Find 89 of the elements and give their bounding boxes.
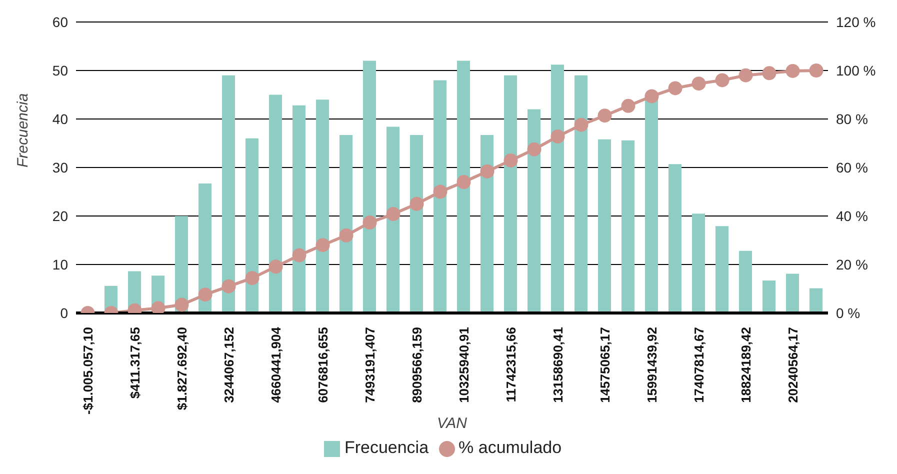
y-tick-label: 50 <box>52 62 68 78</box>
point <box>362 216 377 230</box>
point <box>480 164 494 178</box>
bar <box>340 135 352 313</box>
bar <box>292 105 306 313</box>
y2-tick-label: 60 % <box>836 159 868 176</box>
x-tick-label: 4660441,904 <box>268 326 284 403</box>
point <box>174 298 189 312</box>
point <box>738 68 753 82</box>
x-tick-label: 14575065,17 <box>597 327 612 403</box>
x-tick-label: 10325940,91 <box>456 327 472 403</box>
point <box>550 129 565 144</box>
bar <box>574 75 588 313</box>
bar <box>739 250 752 313</box>
point <box>574 118 588 132</box>
point <box>386 207 400 222</box>
x-tick-label: $1.827.692,40 <box>174 327 190 410</box>
point <box>504 153 518 168</box>
point <box>292 248 306 262</box>
point <box>198 288 212 302</box>
y-tick-label: 0 <box>60 304 68 321</box>
y2-tick-label: 0 % <box>836 304 860 321</box>
legend-label: % acumulado <box>458 438 562 457</box>
legend-label: Frecuencia <box>344 438 429 457</box>
bar <box>410 135 423 313</box>
x-tick-label: 3244067,152 <box>221 327 236 403</box>
y2-tick-label: 80 % <box>836 110 868 127</box>
bar <box>645 98 658 313</box>
bar <box>222 75 235 313</box>
bar <box>386 126 400 313</box>
point <box>433 184 448 199</box>
bar <box>316 100 329 313</box>
y-tick-label: 10 <box>52 256 68 272</box>
y-tick-label: 30 <box>52 159 68 176</box>
point <box>456 175 471 190</box>
point <box>786 64 800 78</box>
y-tick-label: 40 <box>52 110 68 127</box>
bar <box>762 280 776 313</box>
y-tick-label: 20 <box>52 208 68 224</box>
x-tick-label: -$1.005.057,10 <box>80 327 96 414</box>
x-tick-label: 13158690,41 <box>550 327 566 403</box>
point <box>692 76 706 91</box>
bar <box>434 80 446 313</box>
point <box>222 279 236 294</box>
bar <box>363 60 376 313</box>
bar <box>528 109 540 313</box>
bar <box>246 138 258 313</box>
y2-tick-label: 20 % <box>836 256 868 272</box>
point <box>245 271 260 286</box>
x-tick-label: 8909566,159 <box>409 327 424 403</box>
y2-tick-label: 100 % <box>836 62 876 78</box>
point <box>668 81 682 96</box>
bar <box>598 139 611 313</box>
bar <box>716 226 728 313</box>
bar <box>668 164 682 313</box>
x-tick-label: 15991439,92 <box>644 327 660 403</box>
x-tick-label: 18824189,42 <box>738 327 754 403</box>
bar <box>457 60 470 313</box>
point <box>762 66 776 80</box>
y2-tick-label: 120 % <box>836 14 876 30</box>
x-axis-title: VAN <box>436 415 468 432</box>
bar <box>504 75 517 313</box>
bar <box>810 288 822 313</box>
x-tick-label: 11742315,66 <box>503 327 518 402</box>
point <box>410 196 424 211</box>
y2-tick-label: 40 % <box>836 208 868 224</box>
point <box>809 64 824 78</box>
x-tick-label: 20240564,17 <box>785 327 800 403</box>
x-tick-label: $411.317,65 <box>127 327 142 399</box>
bar <box>786 274 799 313</box>
bar <box>622 140 634 313</box>
point <box>598 108 612 123</box>
point <box>715 73 730 88</box>
point <box>339 228 354 242</box>
point <box>316 238 330 252</box>
bar <box>198 184 212 313</box>
x-tick-label: 6076816,655 <box>315 327 330 403</box>
x-tick-label: 7493191,407 <box>362 327 378 403</box>
bar <box>269 94 282 313</box>
y-tick-label: 60 <box>52 14 68 30</box>
point <box>527 142 542 156</box>
x-tick-label: 17407814,67 <box>691 327 706 403</box>
point <box>644 89 659 104</box>
bar <box>551 64 564 313</box>
bar <box>480 135 494 313</box>
y-axis-title: Frecuencia <box>14 93 32 168</box>
point <box>268 260 283 274</box>
point <box>621 98 636 113</box>
bar <box>692 214 705 313</box>
